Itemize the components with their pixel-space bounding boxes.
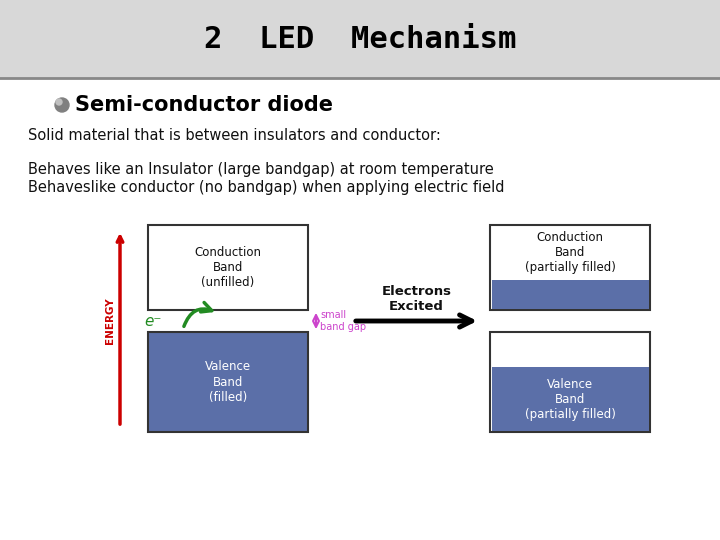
- Bar: [148, 332, 308, 432]
- Text: Valence
Band
(filled): Valence Band (filled): [205, 361, 251, 403]
- Text: Semi-conductor diode: Semi-conductor diode: [75, 95, 333, 115]
- Text: Behaves like an Insulator (large bandgap) at room temperature: Behaves like an Insulator (large bandgap…: [28, 162, 494, 177]
- Bar: [148, 225, 308, 310]
- Text: Conduction
Band
(unfilled): Conduction Band (unfilled): [194, 246, 261, 289]
- Text: Electrons
Excited: Electrons Excited: [382, 285, 451, 313]
- Circle shape: [55, 98, 69, 112]
- Text: e⁻: e⁻: [144, 314, 162, 328]
- Text: Solid material that is between insulators and conductor:: Solid material that is between insulator…: [28, 127, 441, 143]
- Text: ENERGY: ENERGY: [105, 298, 115, 345]
- Text: 2  LED  Mechanism: 2 LED Mechanism: [204, 24, 516, 53]
- Circle shape: [56, 99, 62, 105]
- Text: small
band gap: small band gap: [320, 310, 366, 332]
- Bar: [492, 367, 649, 430]
- Bar: [492, 280, 649, 308]
- Bar: [490, 225, 650, 310]
- Text: Conduction
Band
(partially filled): Conduction Band (partially filled): [525, 231, 616, 274]
- FancyArrowPatch shape: [184, 302, 212, 326]
- Text: Behaveslike conductor (no bandgap) when applying electric field: Behaveslike conductor (no bandgap) when …: [28, 180, 505, 195]
- Text: Valence
Band
(partially filled): Valence Band (partially filled): [525, 378, 616, 421]
- Bar: [0, 0, 720, 78]
- Bar: [490, 332, 650, 432]
